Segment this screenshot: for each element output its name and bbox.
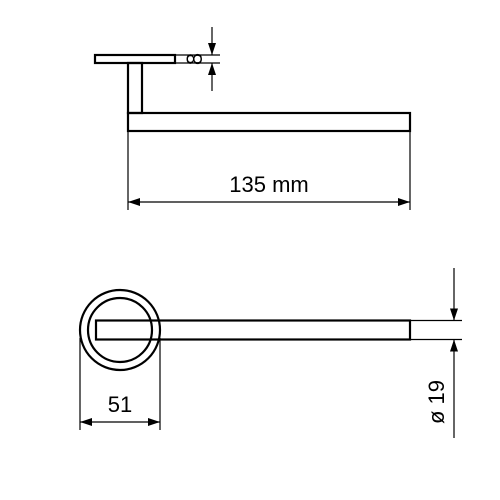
side-lever	[96, 321, 410, 340]
technical-drawing: 8 135 mm 51 ø 19	[0, 0, 500, 500]
rose-inner	[88, 298, 152, 362]
dim-thickness-label: 8	[182, 53, 207, 65]
dim-length-label: 135 mm	[229, 172, 308, 197]
top-lever	[128, 113, 410, 131]
top-neck	[128, 63, 142, 113]
top-plate	[95, 55, 175, 63]
rose-outer	[80, 290, 160, 370]
dim-diameter-label: ø 19	[424, 380, 449, 424]
dim-rose-label: 51	[108, 392, 132, 417]
